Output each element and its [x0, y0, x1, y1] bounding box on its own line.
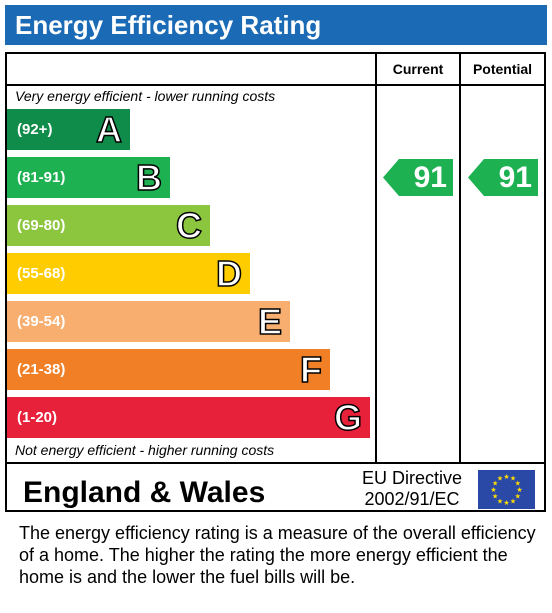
- rating-band-c: (69-80) C: [7, 204, 210, 247]
- rating-table: Current Potential Very energy efficient …: [5, 52, 546, 512]
- eu-directive: EU Directive 2002/91/EC: [362, 468, 462, 510]
- eu-star-icon: ★: [492, 480, 498, 488]
- band-letter: F: [299, 348, 323, 391]
- current-rating-arrow: 91: [383, 159, 453, 196]
- eu-star-icon: ★: [497, 497, 503, 505]
- header-divider: [7, 84, 544, 86]
- band-letter: C: [175, 204, 203, 247]
- band-letter: A: [95, 108, 123, 151]
- band-range-label: (81-91): [17, 169, 66, 186]
- eu-star-icon: ★: [515, 493, 521, 501]
- band-letter: B: [135, 156, 163, 199]
- band-range-label: (55-68): [17, 265, 66, 282]
- band-letter: G: [333, 396, 363, 439]
- eu-star-icon: ★: [510, 497, 516, 505]
- column-header-current: Current: [392, 61, 444, 77]
- eu-star-icon: ★: [503, 499, 509, 507]
- potential-arrow-shape: [468, 159, 538, 196]
- note-very-efficient: Very energy efficient - lower running co…: [15, 88, 276, 104]
- band-letter: D: [215, 252, 243, 295]
- description-text: The energy efficiency rating is a measur…: [19, 523, 536, 587]
- region-label: England & Wales: [23, 476, 266, 509]
- potential-rating-value: 91: [498, 161, 532, 194]
- eu-star-icon: ★: [515, 480, 521, 488]
- rating-band-f: (21-38) F: [7, 348, 330, 391]
- potential-rating-arrow: 91: [468, 159, 538, 196]
- eu-star-icon: ★: [492, 493, 498, 501]
- column-divider-current: [375, 54, 377, 464]
- note-not-efficient: Not energy efficient - higher running co…: [15, 442, 275, 458]
- rating-band-g: (1-20) G: [7, 396, 370, 439]
- footer-divider: [7, 462, 544, 464]
- eu-star-icon: ★: [510, 475, 516, 483]
- directive-line-1: EU Directive: [362, 468, 463, 488]
- rating-band-d: (55-68) D: [7, 252, 250, 295]
- column-header-potential: Potential: [472, 61, 533, 77]
- current-arrow-shape: [383, 159, 453, 196]
- band-range-label: (69-80): [17, 217, 66, 234]
- eu-stars-icon: ★ ★★★★★★★★★★★: [490, 473, 522, 507]
- band-range-label: (1-20): [17, 409, 58, 426]
- band-letter: E: [257, 300, 283, 343]
- band-range-label: (92+): [17, 121, 53, 138]
- eu-star-icon: ★: [490, 486, 496, 494]
- eu-star-icon: ★: [516, 486, 522, 494]
- directive-line-2: 2002/91/EC: [364, 489, 460, 509]
- column-divider-potential: [459, 54, 461, 464]
- rating-band-b: (81-91) B: [7, 156, 170, 199]
- band-range-label: (39-54): [17, 313, 66, 330]
- eu-star-icon: ★: [497, 475, 503, 483]
- rating-band-e: (39-54) E: [7, 300, 290, 343]
- current-rating-value: 91: [413, 161, 447, 194]
- chart-title: Energy Efficiency Rating: [5, 5, 547, 45]
- band-range-label: (21-38): [17, 361, 66, 378]
- rating-band-a: (92+) A: [7, 108, 130, 151]
- eu-star-icon: ★: [503, 473, 509, 481]
- eu-flag-icon: ★ ★ ★ ★ ★ ★ ★ ★ ★ ★ ★ ★: [478, 470, 535, 509]
